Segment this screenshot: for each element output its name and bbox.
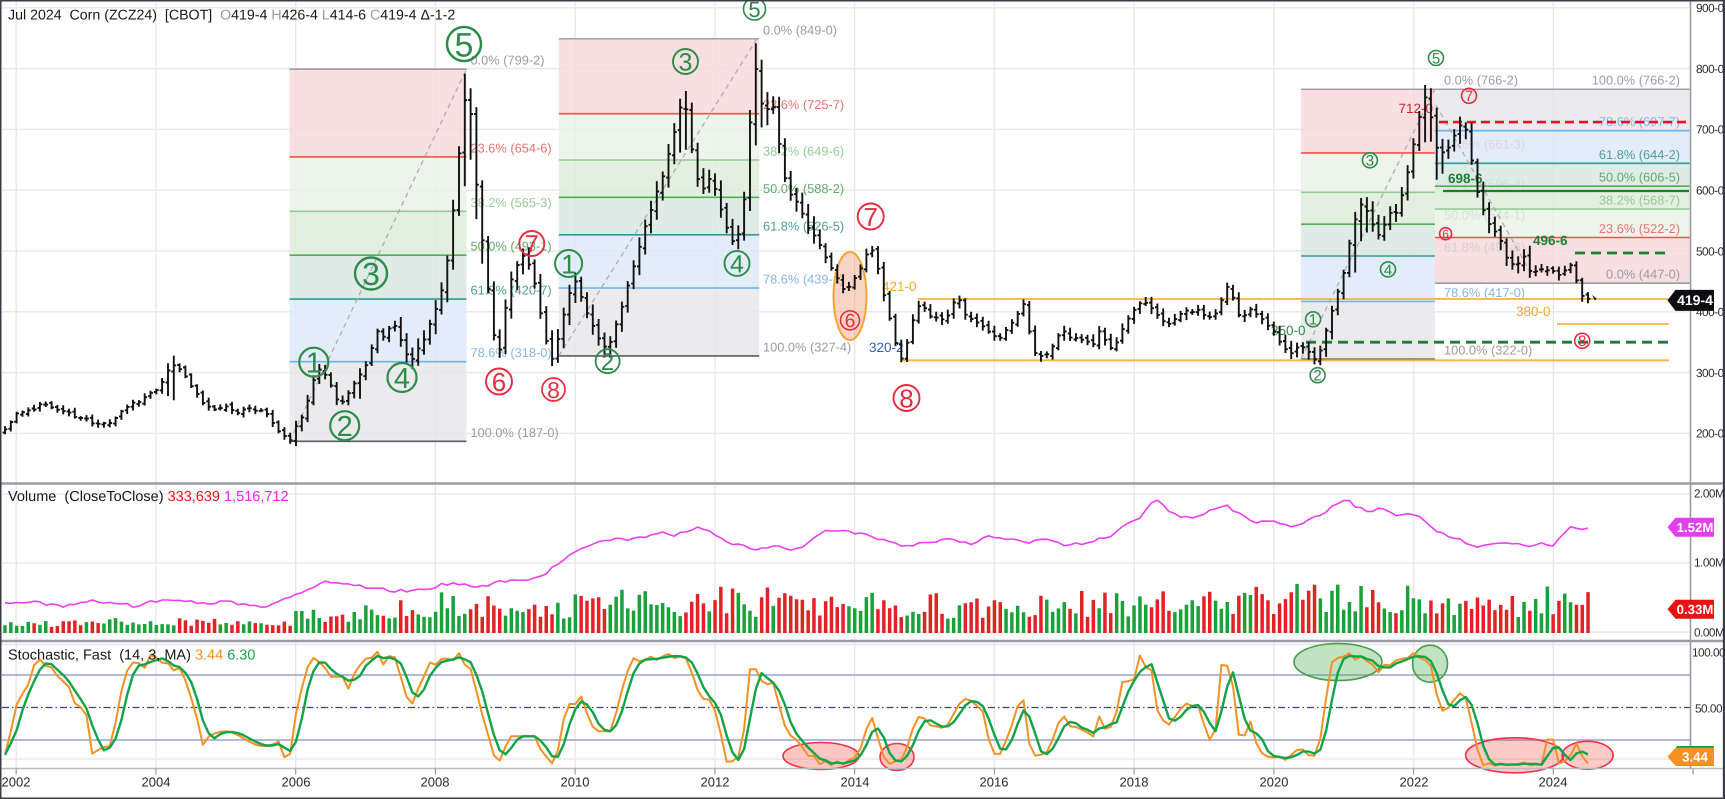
svg-text:320-2: 320-2 xyxy=(869,340,904,355)
svg-text:200-0: 200-0 xyxy=(1696,427,1725,441)
svg-text:3: 3 xyxy=(362,256,380,292)
svg-text:100.0% (766-2): 100.0% (766-2) xyxy=(1592,73,1680,88)
svg-text:2018: 2018 xyxy=(1120,775,1149,790)
svg-text:350-0: 350-0 xyxy=(1271,323,1306,338)
svg-text:698-6: 698-6 xyxy=(1448,171,1483,186)
svg-text:38.2% (565-3): 38.2% (565-3) xyxy=(471,195,552,210)
svg-text:4: 4 xyxy=(1384,262,1392,279)
svg-text:3.44: 3.44 xyxy=(1682,750,1708,765)
svg-text:50.00: 50.00 xyxy=(1695,701,1723,715)
svg-text:100.00: 100.00 xyxy=(1692,645,1725,659)
svg-text:2: 2 xyxy=(601,349,614,376)
svg-text:78.6% (439-1): 78.6% (439-1) xyxy=(763,272,844,287)
svg-text:78.6% (417-0): 78.6% (417-0) xyxy=(1444,285,1525,300)
svg-text:100.0% (327-4): 100.0% (327-4) xyxy=(763,339,851,354)
svg-text:0.0% (447-0): 0.0% (447-0) xyxy=(1606,267,1680,282)
svg-text:0.0% (799-2): 0.0% (799-2) xyxy=(471,53,545,68)
svg-text:38.2% (568-7): 38.2% (568-7) xyxy=(1599,193,1680,208)
svg-text:4: 4 xyxy=(730,250,744,278)
svg-text:2008: 2008 xyxy=(421,775,450,790)
svg-text:0.33M: 0.33M xyxy=(1677,602,1714,617)
svg-text:Volume (CloseToClose) 333,639: Volume (CloseToClose) 333,639 1,516,712 xyxy=(8,489,289,505)
svg-text:1: 1 xyxy=(1309,312,1317,329)
svg-text:5: 5 xyxy=(748,0,760,22)
svg-text:61.8% (644-2): 61.8% (644-2) xyxy=(1599,147,1680,162)
svg-text:8: 8 xyxy=(899,383,913,413)
svg-text:0.0% (766-2): 0.0% (766-2) xyxy=(1444,73,1518,88)
svg-text:100.0% (187-0): 100.0% (187-0) xyxy=(471,425,559,440)
svg-text:2: 2 xyxy=(1313,368,1321,385)
svg-text:712-0: 712-0 xyxy=(1398,101,1433,116)
svg-text:2024: 2024 xyxy=(1539,775,1568,790)
svg-text:8: 8 xyxy=(547,377,560,403)
svg-text:Jul 2024 Corn (ZCZ24) [CBOT]: Jul 2024 Corn (ZCZ24) [CBOT] O419-4 H426… xyxy=(8,8,455,24)
svg-text:Stochastic, Fast (14, 3, MA): Stochastic, Fast (14, 3, MA) 3.44 6.30 xyxy=(8,648,255,664)
svg-text:3: 3 xyxy=(1366,153,1374,170)
svg-text:50.0% (606-5): 50.0% (606-5) xyxy=(1599,170,1680,185)
svg-text:380-0: 380-0 xyxy=(1516,304,1551,319)
svg-text:2014: 2014 xyxy=(841,775,870,790)
svg-text:23.6% (654-6): 23.6% (654-6) xyxy=(471,140,552,155)
svg-text:6: 6 xyxy=(1442,227,1449,241)
svg-text:2010: 2010 xyxy=(561,775,590,790)
svg-text:61.8% (526-5): 61.8% (526-5) xyxy=(763,218,844,233)
svg-text:2: 2 xyxy=(337,411,353,443)
svg-text:8: 8 xyxy=(1578,333,1586,350)
svg-text:1.52M: 1.52M xyxy=(1677,520,1714,535)
svg-text:6: 6 xyxy=(492,367,506,397)
svg-text:1: 1 xyxy=(306,348,322,380)
svg-text:6: 6 xyxy=(845,311,856,332)
svg-text:7: 7 xyxy=(1465,88,1473,105)
svg-text:300-0: 300-0 xyxy=(1696,366,1725,380)
svg-text:50.0% (588-2): 50.0% (588-2) xyxy=(763,181,844,196)
svg-text:2004: 2004 xyxy=(142,775,171,790)
svg-text:600-0: 600-0 xyxy=(1696,184,1725,198)
svg-text:421-0: 421-0 xyxy=(882,279,917,294)
svg-text:496-6: 496-6 xyxy=(1533,233,1568,248)
svg-text:2.00M: 2.00M xyxy=(1694,487,1724,501)
svg-text:0.0% (849-0): 0.0% (849-0) xyxy=(763,22,837,37)
svg-text:38.2% (649-6): 38.2% (649-6) xyxy=(763,144,844,159)
svg-text:50.0% (493-1): 50.0% (493-1) xyxy=(471,239,552,254)
svg-text:1: 1 xyxy=(561,249,576,279)
svg-text:5: 5 xyxy=(1432,50,1440,67)
svg-text:2012: 2012 xyxy=(701,775,730,790)
svg-text:4: 4 xyxy=(394,363,410,395)
svg-text:100.0% (322-0): 100.0% (322-0) xyxy=(1444,343,1532,358)
svg-text:2002: 2002 xyxy=(2,775,31,790)
svg-text:500-0: 500-0 xyxy=(1696,244,1725,258)
svg-text:2006: 2006 xyxy=(282,775,311,790)
svg-text:2022: 2022 xyxy=(1400,775,1429,790)
svg-text:700-0: 700-0 xyxy=(1696,123,1725,137)
svg-text:1.00M: 1.00M xyxy=(1694,556,1724,570)
svg-text:419-4: 419-4 xyxy=(1677,292,1713,308)
svg-text:0.00M: 0.00M xyxy=(1694,626,1724,640)
svg-text:2020: 2020 xyxy=(1260,775,1289,790)
svg-text:2016: 2016 xyxy=(980,775,1009,790)
svg-text:7: 7 xyxy=(863,202,877,232)
svg-text:3: 3 xyxy=(679,49,693,77)
svg-text:23.6% (725-7): 23.6% (725-7) xyxy=(763,97,844,112)
svg-text:5: 5 xyxy=(455,26,474,64)
svg-text:7: 7 xyxy=(525,231,539,259)
svg-text:78.6% (318-0): 78.6% (318-0) xyxy=(471,345,552,360)
svg-text:23.6% (522-2): 23.6% (522-2) xyxy=(1599,221,1680,236)
svg-text:800-0: 800-0 xyxy=(1696,62,1725,76)
svg-text:900-0: 900-0 xyxy=(1696,1,1725,15)
